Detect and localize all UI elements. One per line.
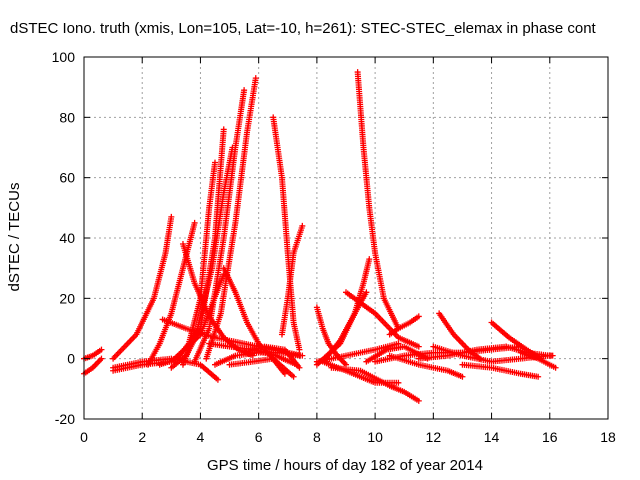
data-series	[313, 256, 373, 368]
y-axis-label: dSTEC / TECUs	[6, 183, 23, 292]
data-series	[278, 222, 306, 338]
data-point-marker	[191, 219, 198, 226]
data-point-marker	[296, 352, 303, 359]
y-tick-label: -20	[55, 411, 75, 427]
y-tick-label: 40	[59, 230, 75, 246]
data-series	[517, 349, 559, 371]
plot-area	[81, 69, 559, 404]
data-point-marker	[299, 222, 306, 229]
data-series	[241, 343, 303, 371]
data-series	[459, 361, 542, 380]
data-series	[145, 219, 198, 368]
data-point-marker	[549, 352, 556, 359]
data-series	[386, 313, 422, 338]
x-tick-label: 2	[138, 429, 146, 445]
x-tick-label: 0	[80, 429, 88, 445]
data-series	[354, 69, 402, 332]
data-point-marker	[98, 346, 105, 353]
data-series	[436, 310, 483, 362]
data-point-marker	[168, 213, 175, 220]
x-tick-label: 4	[197, 429, 205, 445]
data-series	[191, 87, 248, 365]
data-series	[110, 213, 175, 362]
data-point-marker	[363, 289, 370, 296]
y-tick-label: 60	[59, 170, 75, 186]
chart-title: dSTEC Iono. truth (xmis, Lon=105, Lat=-1…	[10, 20, 597, 37]
x-axis-label: GPS time / hours of day 182 of year 2014	[207, 457, 483, 474]
data-point-marker	[220, 126, 227, 133]
data-point-marker	[366, 256, 373, 263]
data-point-marker	[290, 373, 297, 380]
data-point-marker	[296, 364, 303, 371]
data-point-marker	[415, 313, 422, 320]
y-tick-label: 100	[52, 49, 76, 65]
x-tick-label: 8	[313, 429, 321, 445]
data-point-marker	[98, 355, 105, 362]
x-tick-label: 18	[600, 429, 616, 445]
x-tick-label: 14	[484, 429, 500, 445]
data-point-marker	[415, 343, 422, 350]
data-series	[226, 355, 297, 380]
data-series	[322, 289, 370, 362]
y-tick-label: 0	[67, 351, 75, 367]
data-series	[386, 352, 466, 380]
data-point-marker	[415, 397, 422, 404]
data-point-marker	[214, 376, 221, 383]
data-point-marker	[459, 373, 466, 380]
x-tick-label: 16	[542, 429, 558, 445]
axis-ticks: 0 2 4 6 8 10 12 14 16 18 -20 0 20 40 60 80 100	[52, 49, 616, 445]
data-point-marker	[241, 87, 248, 94]
data-point-marker	[552, 364, 559, 371]
data-point-marker	[252, 75, 259, 82]
data-series	[81, 346, 105, 362]
data-point-marker	[296, 346, 303, 353]
x-tick-label: 12	[426, 429, 442, 445]
data-point-marker	[212, 159, 218, 166]
y-tick-label: 20	[59, 290, 75, 306]
x-tick-label: 10	[367, 429, 383, 445]
data-point-marker	[395, 379, 402, 386]
data-series	[319, 358, 402, 386]
y-tick-label: 80	[59, 109, 75, 125]
data-point-marker	[535, 373, 542, 380]
x-tick-label: 6	[255, 429, 263, 445]
data-series	[343, 289, 422, 350]
